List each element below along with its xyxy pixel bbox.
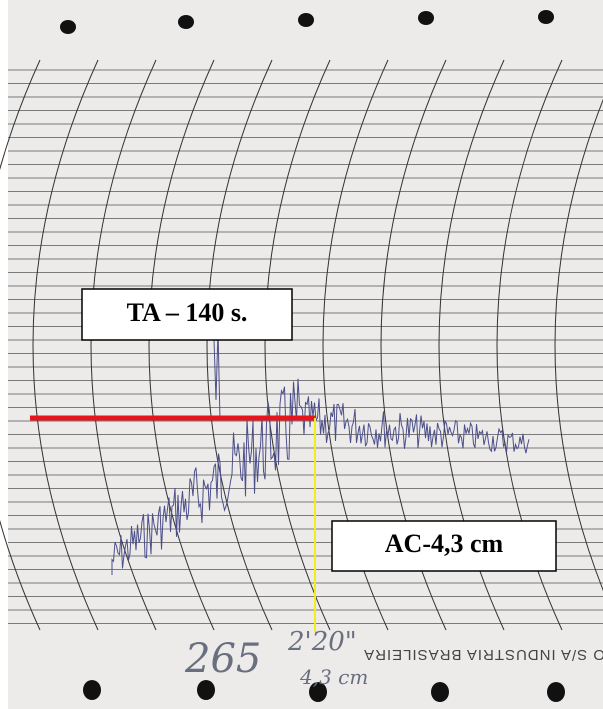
paper (8, 0, 603, 709)
paper-print: O S/A INDUSTRIA BRASILEIRA (363, 646, 603, 663)
annotation-label: TA – 140 s. (127, 298, 248, 327)
handwritten-number: 265 (184, 636, 261, 682)
annotation-label: AC-4,3 cm (385, 529, 504, 558)
grid-arc (0, 59, 41, 631)
grid-arc (206, 59, 273, 631)
grid-arc (32, 59, 99, 631)
grid-arc (264, 59, 331, 631)
grid-arc (148, 59, 215, 631)
annotation-box (81, 288, 293, 341)
sprocket-holes (60, 10, 565, 702)
annotation-box (331, 520, 557, 572)
grid-arc (554, 98, 603, 592)
handwritten-time: 2'20" (287, 627, 357, 657)
handwritten-distance: 4,3 cm (299, 665, 368, 689)
seismic-trace (111, 329, 530, 575)
